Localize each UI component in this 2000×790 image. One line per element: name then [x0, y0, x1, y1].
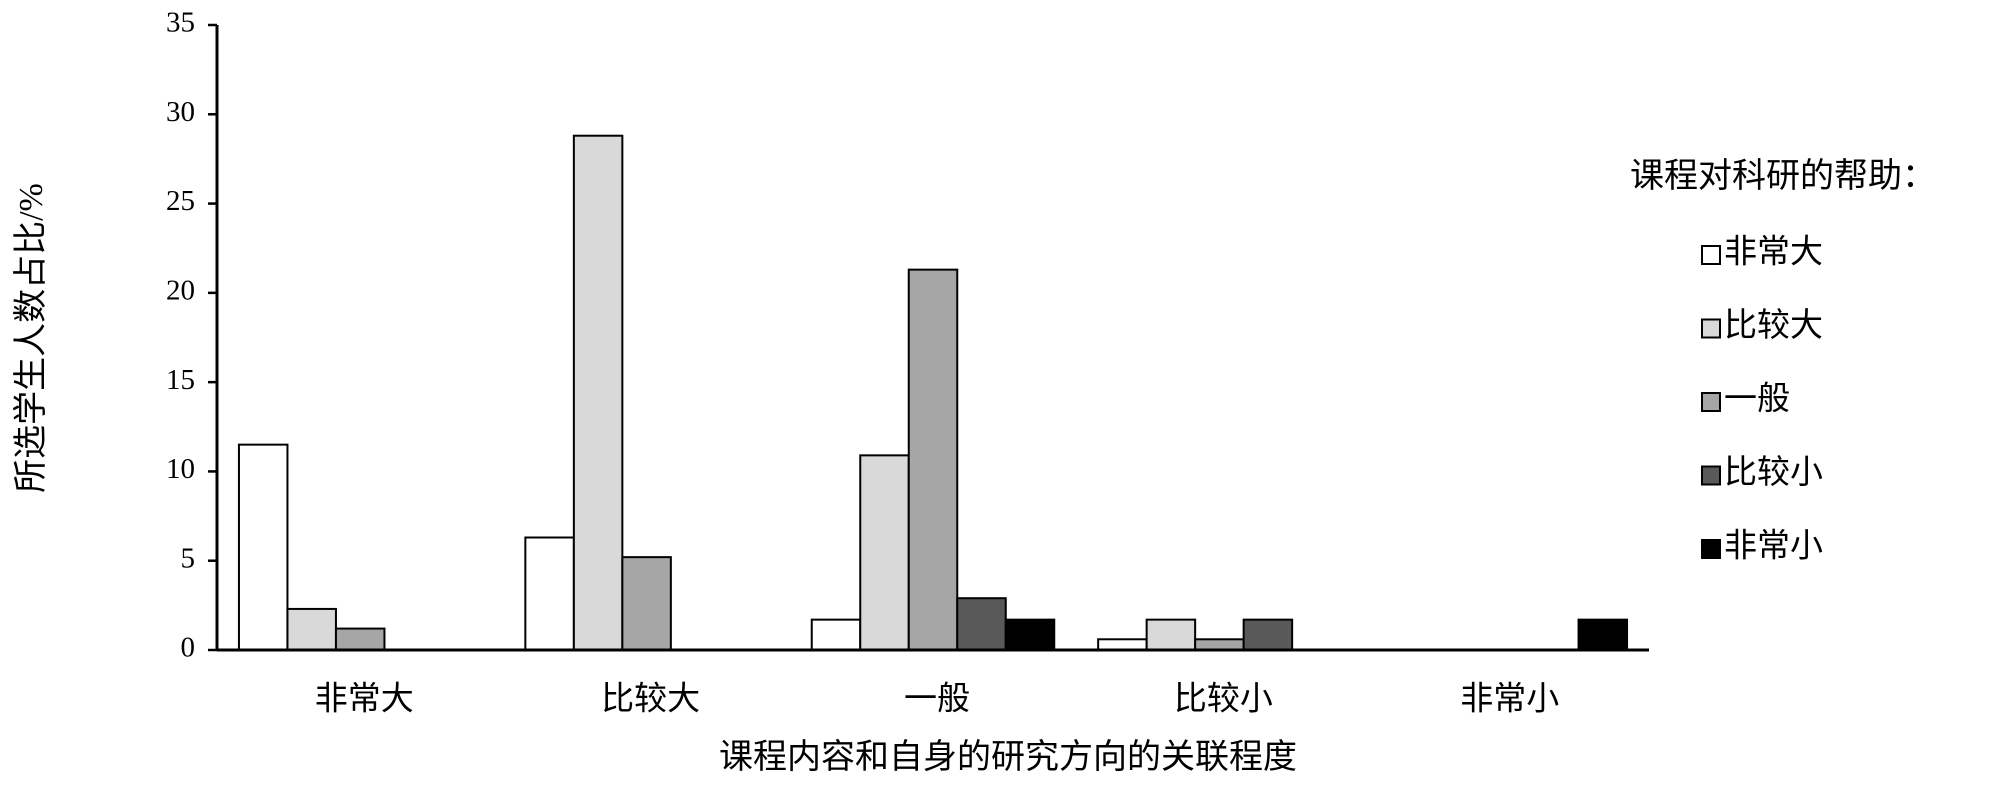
legend-label: 比较小 — [1724, 454, 1823, 491]
bar — [1004, 618, 1056, 652]
bar — [286, 607, 337, 652]
bar — [1577, 618, 1629, 652]
legend-label: 一般 — [1724, 381, 1790, 418]
y-tick-label: 35 — [166, 7, 195, 39]
x-tick-label: 比较大 — [601, 681, 700, 718]
y-tick-label: 15 — [166, 364, 195, 396]
x-tick-label: 非常大 — [315, 681, 414, 718]
bar — [1145, 618, 1197, 652]
bar — [907, 268, 959, 651]
legend-label: 非常大 — [1724, 234, 1823, 271]
y-tick-label: 10 — [166, 453, 195, 485]
bar — [572, 134, 624, 651]
bar — [810, 618, 862, 652]
y-tick-label: 25 — [166, 185, 195, 217]
y-tick-label: 5 — [181, 542, 196, 574]
x-tick-label: 非常小 — [1460, 682, 1559, 718]
legend-title: 课程对科研的帮助： — [1630, 157, 1936, 195]
legend-swatch — [1701, 465, 1721, 486]
x-tick-label: 比较小 — [1174, 681, 1273, 718]
bar — [237, 443, 289, 651]
bar — [621, 556, 672, 652]
y-tick-label: 30 — [166, 96, 195, 128]
y-tick-label: 20 — [166, 275, 195, 307]
bar — [334, 627, 386, 651]
bar — [1097, 638, 1148, 651]
x-tick-label: 一般 — [904, 681, 970, 718]
bar — [524, 536, 575, 651]
bar — [1194, 638, 1245, 651]
legend-swatch — [1701, 245, 1721, 265]
y-tick-label: 0 — [181, 632, 196, 664]
bar — [859, 454, 910, 651]
y-axis-label: 所选学生人数占比/% — [12, 183, 50, 493]
x-axis-label: 课程内容和自身的研究方向的关联程度 — [719, 738, 1297, 776]
legend-swatch — [1701, 318, 1721, 339]
legend-label: 非常小 — [1724, 529, 1823, 565]
bar — [1242, 618, 1294, 652]
legend-label: 比较大 — [1724, 307, 1823, 344]
bar — [956, 597, 1007, 652]
legend-swatch — [1701, 392, 1721, 412]
legend-swatch — [1701, 539, 1721, 559]
